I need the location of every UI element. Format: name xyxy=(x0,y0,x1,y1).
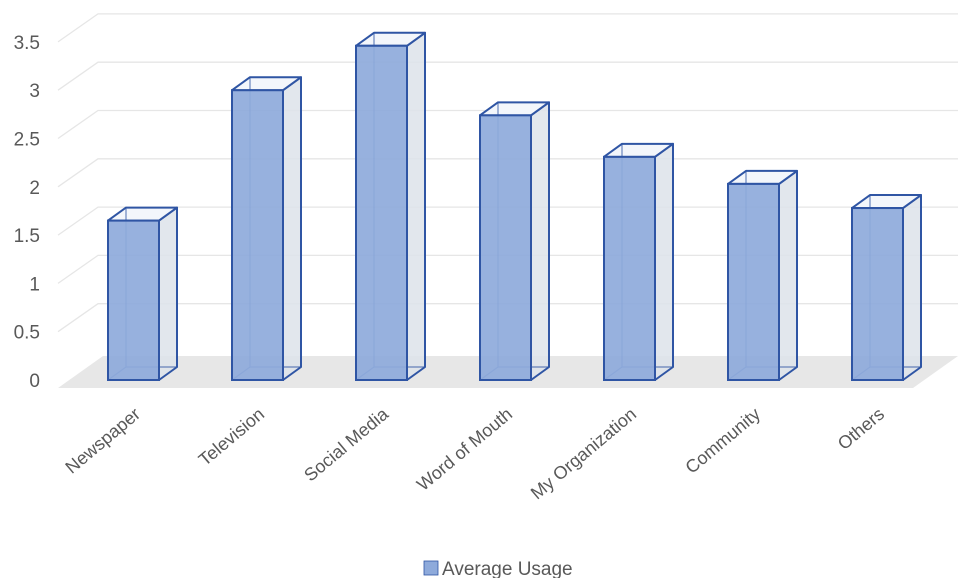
x-tick-label: Community xyxy=(681,404,764,478)
bar xyxy=(851,194,922,381)
x-tick-label: Social Media xyxy=(300,403,393,485)
bar xyxy=(603,142,674,381)
bar-side-face xyxy=(902,194,922,381)
bar-front-face xyxy=(603,155,656,381)
bar-side-face xyxy=(282,76,302,381)
bar-side-face xyxy=(406,31,426,381)
y-tick-label: 3.5 xyxy=(14,33,40,54)
bar-side-face xyxy=(778,169,798,381)
bar xyxy=(107,206,178,381)
bar xyxy=(727,169,798,381)
y-tick-label: 0 xyxy=(29,371,40,392)
bar-side-face xyxy=(530,101,550,381)
y-tick-label: 2.5 xyxy=(14,130,40,151)
gridlines xyxy=(57,13,958,333)
bar-front-face xyxy=(107,219,160,381)
bar-side-face xyxy=(158,206,178,381)
legend-label: Average Usage xyxy=(442,559,573,578)
y-tick-label: 2 xyxy=(29,178,40,199)
bar-front-face xyxy=(727,182,780,381)
bar xyxy=(231,76,302,381)
x-axis-labels: Newspaper Television Social Media Word of M… xyxy=(61,403,888,503)
y-tick-label: 1.5 xyxy=(14,226,40,247)
bar-front-face xyxy=(355,44,408,381)
x-tick-label: My Organization xyxy=(527,404,640,504)
y-axis-ticks: 0 0.5 1 1.5 2 2.5 3 3.5 xyxy=(14,33,40,392)
legend: Average Usage xyxy=(423,559,573,578)
legend-swatch xyxy=(423,560,439,576)
bar-front-face xyxy=(231,89,284,381)
bar-front-face xyxy=(851,207,904,381)
x-tick-label: Word of Mouth xyxy=(413,404,516,495)
bar-side-face xyxy=(654,142,674,381)
y-tick-label: 0.5 xyxy=(14,323,40,344)
bar xyxy=(479,101,550,381)
bars xyxy=(107,31,922,381)
bar xyxy=(355,31,426,381)
gridline xyxy=(57,13,958,43)
y-tick-label: 1 xyxy=(29,274,40,295)
gridline xyxy=(57,109,958,140)
y-tick-label: 3 xyxy=(29,81,40,102)
bar-front-face xyxy=(479,114,532,381)
x-tick-label: Television xyxy=(195,404,268,470)
x-tick-label: Others xyxy=(834,404,888,454)
x-tick-label: Newspaper xyxy=(61,404,144,478)
gridline xyxy=(57,61,958,91)
